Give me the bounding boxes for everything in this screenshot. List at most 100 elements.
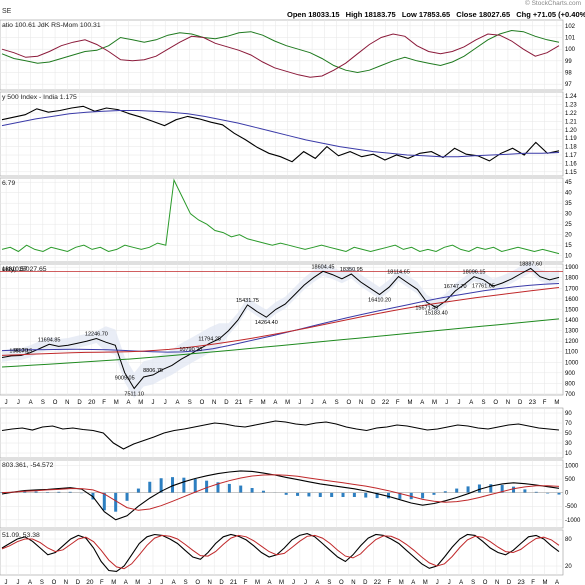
y-tick-label: 1800 <box>565 276 579 282</box>
watermark: © StockCharts.com <box>525 0 582 7</box>
macd-hist-bar <box>398 492 402 499</box>
series-line-signal <box>1 474 560 511</box>
y-tick-label: 1.20 <box>565 128 577 134</box>
y-tick-label: 1000 <box>565 463 579 469</box>
y-tick-label: 100 <box>565 47 576 53</box>
x-tick-label: F <box>102 400 106 406</box>
panel-frame-macd <box>0 459 564 529</box>
series-line-price <box>1 267 560 390</box>
price-annotation: 15431.75 <box>236 298 259 304</box>
macd-hist-bar <box>136 488 140 493</box>
macd-hist-bar <box>500 485 504 493</box>
y-tick-label: 1.23 <box>565 103 577 109</box>
macd-hist-bar <box>227 483 231 493</box>
macd-hist-bar <box>466 486 470 493</box>
price-annotation: 16410.20 <box>368 298 391 304</box>
macd-hist-bar <box>23 491 27 493</box>
x-tick-label: F <box>244 580 248 585</box>
price-annotation: 14264.40 <box>255 320 278 326</box>
panel-frame-rrg <box>0 19 564 91</box>
open-value: 18033.15 <box>308 10 340 19</box>
x-tick-label: F <box>100 580 104 585</box>
y-tick-label: 1.16 <box>565 161 577 167</box>
macd-hist-bar <box>477 484 481 493</box>
y-tick-label: 98 <box>565 71 572 77</box>
macd-hist-bar <box>68 491 72 493</box>
x-tick-label: N <box>212 400 216 406</box>
macd-hist-bar <box>523 489 527 493</box>
x-tick-label: A <box>315 580 319 585</box>
macd-hist-bar <box>182 477 186 493</box>
macd-hist-bar <box>261 490 265 493</box>
x-tick-label: D <box>507 580 512 585</box>
x-tick-label: D <box>224 400 229 406</box>
y-tick-label: 1000 <box>565 360 579 366</box>
price-annotation: 12246.70 <box>85 332 108 338</box>
macd-hist-bar <box>364 492 368 498</box>
x-tick-label: D <box>363 580 368 585</box>
x-tick-label: J <box>448 580 451 585</box>
x-tick-label: S <box>188 400 192 406</box>
x-tick-label: D <box>76 580 81 585</box>
price-annotation: 18604.45 <box>312 264 335 270</box>
series-line-ma-blue <box>1 283 560 353</box>
x-tick-label: A <box>268 580 272 585</box>
x-tick-label: 21 <box>235 399 243 406</box>
macd-hist-bar <box>159 478 163 493</box>
macd-hist-bar <box>296 492 300 496</box>
series-line-ma-red <box>1 287 560 356</box>
x-tick-label: N <box>495 580 499 585</box>
macd-hist-bar <box>57 491 61 493</box>
macd-hist-bar <box>546 492 550 494</box>
x-tick-label: N <box>506 400 510 406</box>
x-tick-label: J <box>292 580 295 585</box>
y-tick-label: 15 <box>565 243 572 249</box>
x-tick-label: F <box>543 400 547 406</box>
macd-hist-bar <box>432 492 436 495</box>
x-tick-label: A <box>420 400 424 406</box>
x-tick-label: M <box>135 580 140 585</box>
x-tick-label: 23 <box>517 579 525 585</box>
y-tick-label: 20 <box>565 564 572 570</box>
x-tick-label: J <box>164 400 167 406</box>
high-label: High <box>345 10 363 19</box>
y-tick-label: 1.18 <box>565 145 577 151</box>
price-annotation: 17761.65 <box>472 283 495 289</box>
panel-frame-adx <box>0 177 564 263</box>
macd-hist-bar <box>375 492 379 499</box>
y-tick-label: 1500 <box>565 307 579 313</box>
macd-hist-bar <box>455 488 459 493</box>
panel-frame-stochastic <box>0 529 564 576</box>
series-line-jdk-rs-mom <box>1 33 560 78</box>
x-tick-label: S <box>40 580 44 585</box>
macd-hist-bar <box>239 485 243 493</box>
x-tick-label: 22 <box>382 399 390 406</box>
series-line--d <box>1 534 560 570</box>
x-tick-label: J <box>151 400 154 406</box>
y-tick-label: 35 <box>565 201 572 207</box>
y-tick-label: 10 <box>565 451 572 457</box>
price-annotation: 10790.20 <box>179 347 202 353</box>
x-tick-label: J <box>457 400 460 406</box>
price-annotation: 18096.15 <box>463 270 486 276</box>
x-tick-label: D <box>518 400 523 406</box>
x-tick-label: F <box>531 580 535 585</box>
x-tick-label: A <box>175 400 179 406</box>
y-tick-label: 1300 <box>565 329 579 335</box>
macd-hist-bar <box>205 480 209 493</box>
y-tick-label: 102 <box>565 24 576 30</box>
x-tick-label: J <box>436 580 439 585</box>
x-tick-label: M <box>114 400 119 406</box>
price-annotation: 18887.60 <box>519 261 542 267</box>
macd-hist-bar <box>80 492 84 494</box>
x-tick-label: J <box>298 400 301 406</box>
x-tick-label: M <box>423 580 428 585</box>
y-tick-label: 1.15 <box>565 170 577 176</box>
macd-hist-bar <box>125 492 129 501</box>
x-tick-label: M <box>111 580 116 585</box>
series-line-ratio-ma <box>1 110 560 158</box>
y-tick-label: -1000 <box>565 518 581 524</box>
panel-frame-price <box>0 263 564 396</box>
x-tick-label: O <box>52 580 57 585</box>
macd-hist-bar <box>443 491 447 493</box>
